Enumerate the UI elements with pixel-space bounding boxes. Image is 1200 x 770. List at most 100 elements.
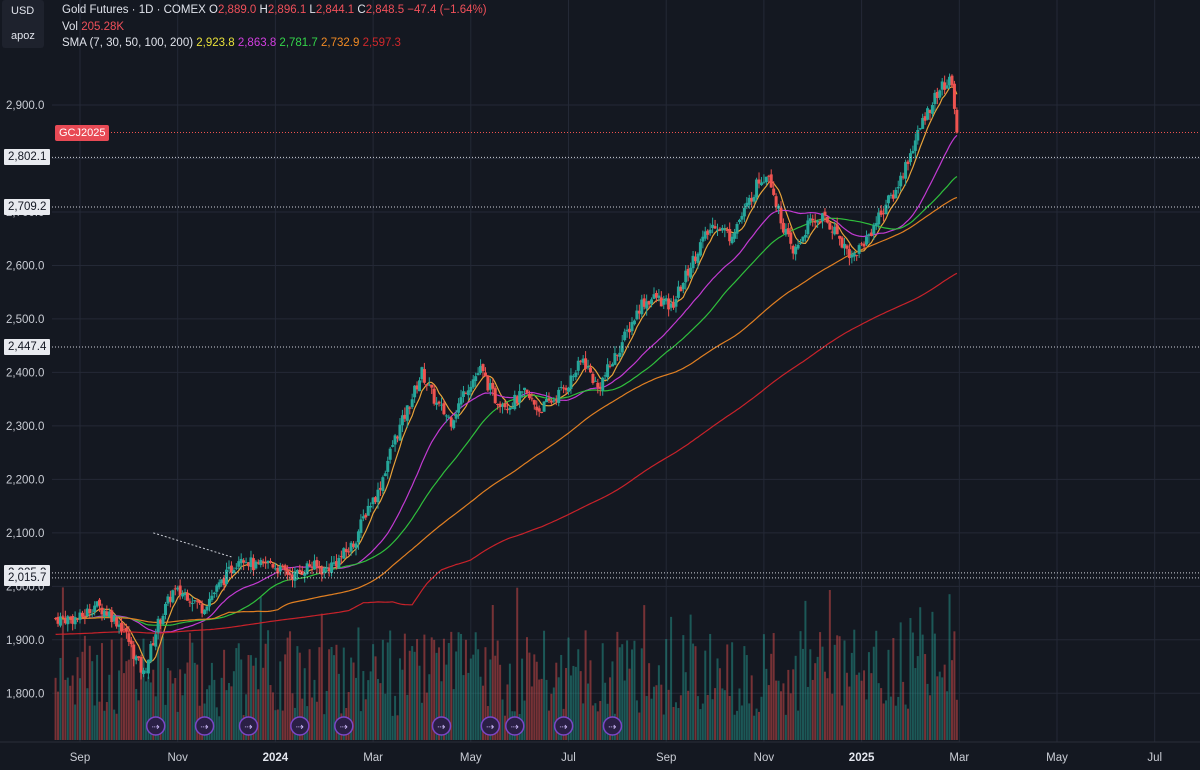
candle-body[interactable] [137, 656, 141, 658]
candle-body[interactable] [706, 230, 710, 235]
candle-body[interactable] [325, 567, 329, 569]
candle-body[interactable] [112, 615, 116, 622]
candle-body[interactable] [816, 220, 820, 223]
dividend-event-icon[interactable]: ⇢ [145, 716, 166, 736]
candle-body[interactable] [134, 656, 138, 661]
price-level-tag[interactable]: 2,709.2 [4, 199, 51, 216]
candle-body[interactable] [374, 497, 378, 503]
candle-body[interactable] [481, 364, 485, 372]
candle-body[interactable] [642, 298, 646, 307]
candle-body[interactable] [149, 644, 153, 662]
candle-body[interactable] [261, 561, 265, 563]
candle-body[interactable] [676, 286, 680, 298]
candle-body[interactable] [532, 400, 536, 405]
candle-body[interactable] [645, 301, 649, 309]
candle-body[interactable] [332, 562, 336, 564]
candle-body[interactable] [896, 187, 900, 189]
candle-body[interactable] [210, 595, 214, 600]
candle-body[interactable] [88, 609, 92, 614]
candle-body[interactable] [938, 90, 942, 98]
candle-body[interactable] [144, 671, 148, 673]
candle-body[interactable] [801, 236, 805, 242]
candle-body[interactable] [476, 373, 480, 376]
candle-body[interactable] [598, 386, 602, 389]
candle-body[interactable] [56, 616, 60, 624]
candle-body[interactable] [923, 116, 927, 121]
candle-body[interactable] [471, 379, 475, 388]
candle-body[interactable] [952, 83, 956, 109]
candle-body[interactable] [779, 207, 783, 224]
candle-body[interactable] [584, 358, 588, 369]
candle-body[interactable] [571, 376, 575, 378]
candle-body[interactable] [469, 386, 473, 392]
candle-body[interactable] [447, 416, 451, 418]
candle-body[interactable] [681, 282, 685, 290]
candle-body[interactable] [369, 505, 373, 508]
candle-body[interactable] [173, 588, 177, 590]
candle-body[interactable] [894, 189, 898, 199]
candle-body[interactable] [862, 243, 866, 247]
candle-body[interactable] [356, 531, 360, 543]
candle-body[interactable] [225, 569, 229, 584]
candle-body[interactable] [513, 394, 517, 410]
candle-body[interactable] [444, 415, 448, 417]
candle-body[interactable] [171, 590, 175, 603]
candle-body[interactable] [569, 375, 573, 389]
candle-body[interactable] [901, 176, 905, 178]
candle-body[interactable] [337, 558, 341, 568]
candle-body[interactable] [867, 234, 871, 236]
candle-body[interactable] [205, 606, 209, 611]
candle-body[interactable] [342, 548, 346, 559]
candle-body[interactable] [129, 640, 133, 644]
candle-body[interactable] [740, 215, 744, 220]
candle-body[interactable] [259, 560, 263, 566]
candle-body[interactable] [496, 403, 500, 406]
candle-body[interactable] [562, 387, 566, 389]
candle-body[interactable] [764, 176, 768, 183]
candle-body[interactable] [54, 618, 58, 620]
candle-body[interactable] [737, 219, 741, 223]
candle-body[interactable] [105, 611, 109, 616]
candle-body[interactable] [435, 402, 439, 405]
candle-body[interactable] [581, 358, 585, 363]
candle-body[interactable] [696, 253, 700, 263]
candle-body[interactable] [457, 403, 461, 413]
candle-body[interactable] [674, 299, 678, 307]
candle-body[interactable] [459, 397, 463, 405]
candle-body[interactable] [835, 224, 839, 235]
candle-body[interactable] [322, 568, 326, 573]
candle-body[interactable] [884, 204, 888, 215]
dividend-event-icon[interactable]: ⇢ [290, 716, 310, 736]
candle-body[interactable] [701, 236, 705, 242]
candle-body[interactable] [542, 401, 546, 412]
candle-body[interactable] [603, 375, 607, 377]
candle-body[interactable] [948, 76, 952, 86]
candle-body[interactable] [300, 571, 304, 575]
candle-body[interactable] [95, 601, 99, 607]
candle-body[interactable] [124, 627, 128, 632]
candle-body[interactable] [659, 297, 663, 307]
candle-body[interactable] [891, 194, 895, 199]
candle-body[interactable] [833, 226, 837, 235]
candle-body[interactable] [718, 228, 722, 231]
candle-body[interactable] [530, 398, 534, 400]
candle-body[interactable] [222, 578, 226, 586]
candle-body[interactable] [295, 569, 299, 574]
candle-body[interactable] [916, 129, 920, 141]
price-scale-panel[interactable] [0, 0, 52, 770]
candle-body[interactable] [410, 399, 414, 408]
candle-body[interactable] [249, 557, 253, 567]
candle-body[interactable] [911, 151, 915, 154]
candle-body[interactable] [251, 558, 255, 571]
candle-body[interactable] [540, 411, 544, 414]
candle-body[interactable] [784, 229, 788, 235]
candle-body[interactable] [376, 489, 380, 503]
candle-body[interactable] [193, 600, 197, 602]
candle-body[interactable] [713, 226, 717, 229]
price-level-tag[interactable]: 2,447.4 [4, 339, 51, 356]
candle-body[interactable] [242, 560, 246, 563]
candle-body[interactable] [352, 543, 356, 547]
candle-body[interactable] [869, 232, 873, 237]
candle-body[interactable] [564, 387, 568, 391]
candle-body[interactable] [742, 207, 746, 217]
